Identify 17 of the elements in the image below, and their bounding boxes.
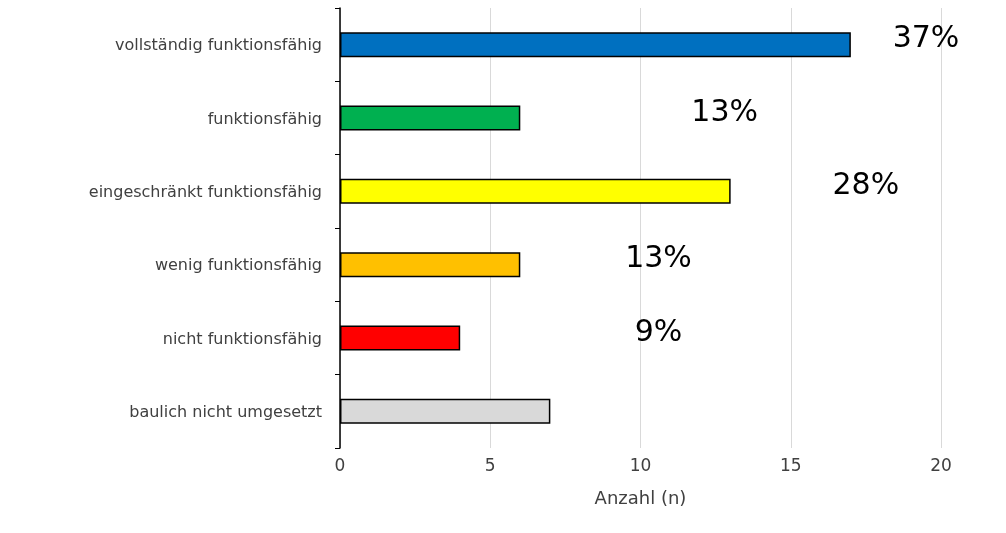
y-tick-label: wenig funktionsfähig: [154, 255, 322, 275]
y-tick-label: baulich nicht umgesetzt: [129, 401, 322, 421]
annotation: 37%: [892, 19, 960, 55]
x-tick-label: 0: [334, 454, 346, 475]
annotation: 9%: [634, 312, 683, 348]
x-tick-label: 10: [629, 454, 652, 475]
x-tick-label: 5: [484, 454, 496, 475]
annotation: 13%: [691, 92, 758, 128]
x-tick-label: 15: [779, 454, 802, 475]
x-tick-label: 20: [930, 454, 952, 475]
y-tick-label: vollständig funktionsfähig: [115, 35, 322, 55]
y-tick-label: funktionsfähig: [207, 108, 322, 128]
y-tick-label: nicht funktionsfähig: [162, 328, 322, 348]
annotation: 28%: [832, 165, 900, 201]
y-tick-label: eingeschränkt funktionsfähig: [88, 181, 322, 201]
annotation: 13%: [625, 239, 692, 275]
x-axis-title: Anzahl (n): [594, 486, 687, 508]
